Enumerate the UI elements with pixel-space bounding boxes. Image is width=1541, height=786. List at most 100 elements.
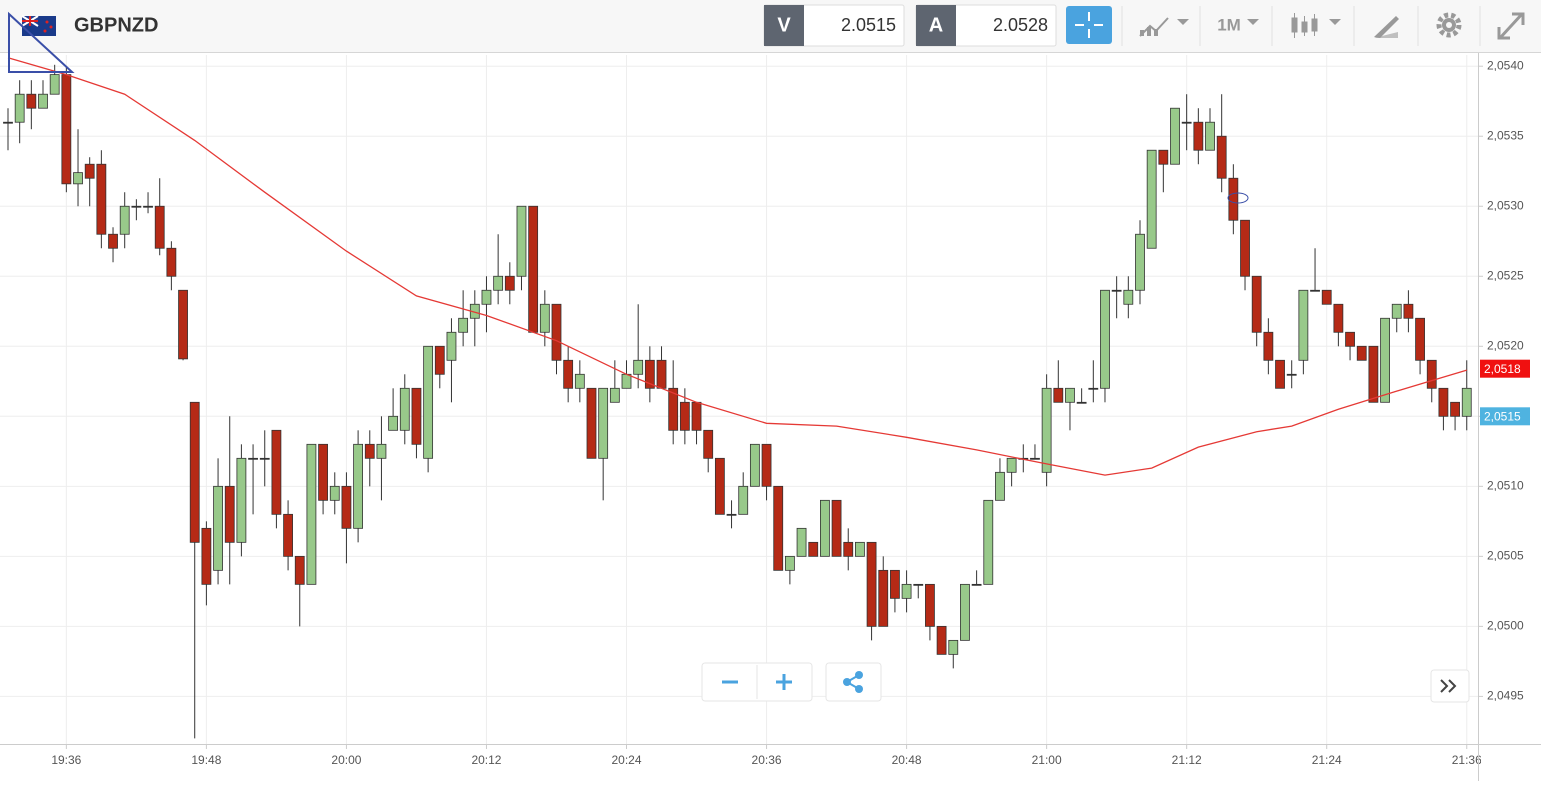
candle: [960, 583, 970, 641]
candle-body: [1041, 387, 1052, 473]
candle-body: [434, 345, 445, 375]
fullscreen-button[interactable]: [1497, 12, 1525, 40]
candle-body: [61, 74, 72, 185]
candle: [446, 318, 457, 403]
x-tick-label: 19:36: [51, 753, 81, 767]
candle: [364, 430, 375, 487]
y-tick-label: 2,0525: [1487, 268, 1524, 282]
candle-body: [960, 583, 970, 641]
candle: [259, 430, 270, 487]
candle-body: [1205, 121, 1215, 151]
grid: [0, 55, 1478, 744]
candle-body: [913, 583, 924, 586]
candle: [1403, 290, 1414, 333]
candle: [878, 556, 889, 627]
candle: [633, 304, 644, 389]
timeframe[interactable]: 1M: [1217, 15, 1241, 34]
candle: [1076, 388, 1087, 404]
candle-body: [143, 205, 153, 208]
candle: [1263, 318, 1274, 375]
candle: [1450, 401, 1460, 431]
candle-body: [1053, 387, 1064, 403]
candle: [1333, 303, 1344, 347]
candle: [1065, 387, 1075, 431]
candle-body: [1181, 121, 1192, 124]
candle: [26, 80, 37, 130]
candle: [1461, 360, 1472, 431]
y-tick-label: 2,0540: [1487, 58, 1524, 72]
zoom-in[interactable]: [776, 674, 792, 690]
candle-body: [119, 205, 130, 235]
candle-body: [1438, 387, 1449, 417]
candle-body: [691, 401, 702, 431]
drawing-tools-button[interactable]: [1374, 16, 1399, 38]
candle: [1123, 276, 1134, 319]
price-tag-label: 2,0515: [1484, 409, 1521, 423]
share-button[interactable]: [825, 662, 882, 702]
candle: [1345, 331, 1355, 361]
candle-body: [1123, 289, 1134, 305]
candle: [1041, 374, 1052, 487]
candle-body: [84, 163, 95, 179]
candle-body: [1403, 303, 1414, 319]
candle-body: [609, 387, 620, 403]
candle: [843, 528, 854, 571]
price-tag: [1480, 407, 1530, 426]
candle-body: [14, 93, 25, 123]
candle-body: [283, 513, 293, 557]
candle-body: [668, 387, 679, 431]
x-tick-label: 20:00: [331, 753, 361, 767]
scroll-to-end-button[interactable]: [1430, 669, 1470, 703]
candle-body: [539, 303, 550, 333]
candle: [481, 276, 492, 333]
candle-body: [213, 485, 223, 571]
candle-body: [1240, 219, 1250, 277]
candle-body: [995, 471, 1005, 501]
candle: [586, 387, 597, 459]
candle-body: [1030, 457, 1040, 460]
candle: [784, 555, 795, 585]
candle-body: [714, 457, 725, 515]
candle: [458, 290, 469, 347]
settings-button[interactable]: [1436, 12, 1462, 38]
candle: [866, 541, 877, 641]
ask-label-bg: [916, 5, 956, 46]
candle-body: [1461, 387, 1472, 417]
candle: [890, 569, 900, 613]
x-tick-label: 21:00: [1032, 753, 1062, 767]
candle: [201, 521, 212, 606]
candle-body: [726, 513, 737, 516]
candle-body: [761, 443, 772, 487]
candle-body: [154, 205, 165, 249]
candle-body: [1426, 359, 1437, 389]
price-tag: [1480, 359, 1530, 378]
candle: [341, 472, 352, 564]
candle-body: [1345, 331, 1355, 347]
candle-body: [271, 429, 282, 515]
plot: [3, 57, 1472, 739]
y-tick-label: 2,0530: [1487, 198, 1524, 212]
candle-body: [1006, 457, 1017, 473]
y-tick-label: 2,0535: [1487, 128, 1524, 142]
x-tick-label: 21:36: [1452, 753, 1482, 767]
crosshair-button[interactable]: [1066, 6, 1112, 44]
chart-type-button[interactable]: [1139, 17, 1189, 37]
candle: [598, 387, 609, 501]
candle-body: [1310, 289, 1320, 292]
candle: [738, 472, 749, 515]
candle-body: [423, 345, 434, 459]
candle-style-button[interactable]: [1291, 13, 1341, 38]
candle-body: [1135, 233, 1145, 291]
candle: [820, 499, 830, 557]
candle: [1251, 275, 1262, 347]
candle: [1356, 345, 1367, 361]
candle-body: [201, 527, 212, 585]
candle: [1100, 289, 1110, 403]
candle-body: [1298, 289, 1309, 361]
candle-body: [831, 499, 842, 557]
candle: [925, 583, 935, 641]
candle-body: [738, 485, 749, 515]
x-tick-label: 19:48: [191, 753, 221, 767]
candle-body: [703, 429, 714, 459]
candle: [3, 108, 13, 151]
